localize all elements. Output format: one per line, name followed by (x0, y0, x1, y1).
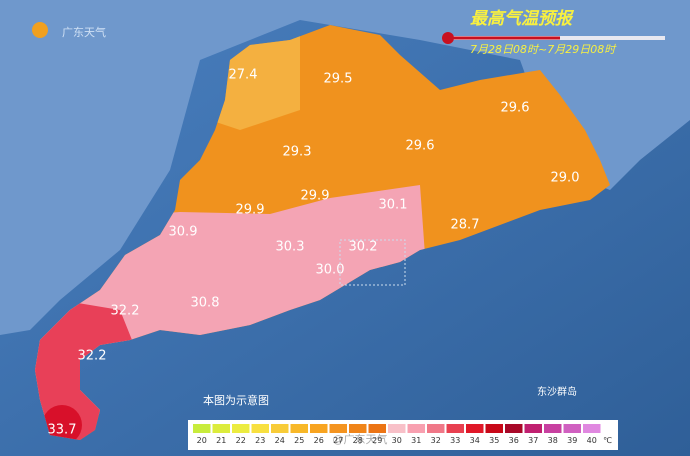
temp-label: 32.2 (111, 304, 140, 319)
legend-tick: 28 (353, 436, 363, 445)
legend-swatch (563, 424, 581, 433)
temp-label: 30.3 (276, 240, 305, 255)
legend-swatch (485, 424, 503, 433)
legend-swatch (368, 424, 386, 433)
legend-swatch (524, 424, 542, 433)
legend-tick: 40 (587, 436, 597, 445)
legend-swatch (212, 424, 230, 433)
legend-swatch (427, 424, 445, 433)
legend-swatch (290, 424, 308, 433)
temp-label: 30.8 (191, 296, 220, 311)
temp-label: 29.9 (301, 189, 330, 204)
temp-label: 28.7 (451, 218, 480, 233)
legend-swatch (349, 424, 367, 433)
temp-label: 29.9 (236, 203, 265, 218)
legend-unit: ℃ (603, 436, 612, 445)
land (0, 0, 690, 335)
legend-tick: 36 (509, 436, 519, 445)
temp-label: 30.9 (169, 225, 198, 240)
legend-tick: 30 (392, 436, 402, 445)
legend-swatch (271, 424, 289, 433)
legend-swatch (193, 424, 211, 433)
temp-label: 29.6 (501, 101, 530, 116)
legend-tick: 25 (294, 436, 304, 445)
hk-box (339, 239, 406, 286)
legend-tick: 22 (236, 436, 246, 445)
island-label: 东沙群岛 (537, 385, 577, 398)
legend-swatch (251, 424, 269, 433)
temp-label: 30.0 (316, 263, 345, 278)
temp-label: 29.0 (551, 171, 580, 186)
temp-label: 29.3 (283, 145, 312, 160)
legend-tick: 34 (470, 436, 480, 445)
legend-swatch (407, 424, 425, 433)
temp-label: 29.5 (324, 72, 353, 87)
temp-label: 30.1 (379, 198, 408, 213)
legend-swatch (232, 424, 250, 433)
temp-label: 33.7 (48, 423, 77, 438)
temp-label: 27.4 (229, 68, 258, 83)
legend-tick: 33 (450, 436, 460, 445)
legend-tick: 38 (548, 436, 558, 445)
legend-swatch (544, 424, 562, 433)
legend-tick: 24 (275, 436, 285, 445)
legend-tick: 21 (216, 436, 226, 445)
legend-tick: 27 (333, 436, 343, 445)
legend-tick: 26 (314, 436, 324, 445)
thermometer-bulb (442, 32, 454, 44)
watermark: @广东天气 (333, 432, 388, 446)
legend-tick: 37 (528, 436, 538, 445)
legend-swatch (505, 424, 523, 433)
logo: 广东天气 (62, 25, 106, 39)
legend-swatch (310, 424, 328, 433)
temp-label: 30.2 (349, 240, 378, 255)
legend-swatch (446, 424, 464, 433)
period: 7月28日08时~7月29日08时 (470, 43, 617, 56)
legend-swatch (329, 424, 347, 433)
legend-tick: 32 (431, 436, 441, 445)
legend-tick: 39 (567, 436, 577, 445)
note: 本图为示意图 (203, 393, 269, 407)
temp-label: 29.6 (406, 139, 435, 154)
temp-label: 32.2 (78, 349, 107, 364)
legend-swatch (583, 424, 601, 433)
legend-tick: 20 (197, 436, 207, 445)
legend-tick: 23 (255, 436, 265, 445)
logo-icon (32, 22, 48, 38)
legend-tick: 31 (411, 436, 421, 445)
legend-swatch (388, 424, 406, 433)
title: 最高气温预报 (470, 9, 575, 29)
legend-tick: 35 (489, 436, 499, 445)
legend-swatch (466, 424, 484, 433)
legend-tick: 29 (372, 436, 382, 445)
